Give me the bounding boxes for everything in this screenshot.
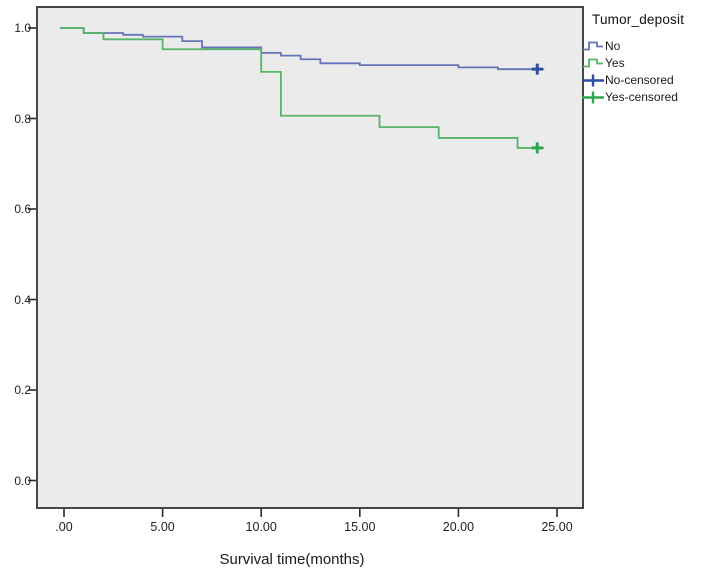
- plus-icon: [582, 91, 604, 103]
- legend: Tumor_deposit No Yes No-censored Yes-cen…: [582, 8, 715, 105]
- x-tick-label: .00: [55, 520, 73, 534]
- legend-item-label: Yes: [605, 55, 625, 70]
- y-tick-label: 0.4: [14, 292, 31, 307]
- legend-item-yes: Yes: [582, 54, 715, 71]
- survival-curve-yes: [60, 27, 545, 149]
- legend-item-label: No: [605, 38, 621, 53]
- x-tick-label: 15.00: [344, 520, 376, 534]
- legend-title: Tumor_deposit: [592, 12, 685, 27]
- legend-item-no-censored: No-censored: [582, 71, 715, 88]
- y-tick-label: 0.0: [14, 473, 31, 488]
- step-line-icon: [583, 41, 603, 50]
- x-tick-label: 25.00: [541, 520, 573, 534]
- y-tick-label: 0.8: [14, 111, 31, 126]
- legend-item-label: Yes-censored: [605, 89, 678, 104]
- y-tick-label: 0.6: [14, 202, 31, 216]
- step-line-icon: [583, 58, 603, 67]
- x-tick-label: 20.00: [442, 520, 475, 534]
- legend-item-label: No-censored: [605, 72, 674, 87]
- x-axis-title: Survival time(months): [219, 551, 365, 568]
- plot-area: [36, 6, 584, 509]
- survival-curve-no: [60, 27, 545, 71]
- legend-item-yes-censored: Yes-censored: [582, 88, 715, 105]
- y-tick-label: 0.2: [14, 383, 31, 397]
- x-tick-label: 10.00: [245, 520, 277, 534]
- x-tick-label: 5.00: [150, 520, 175, 534]
- y-tick-label: 1.0: [14, 21, 31, 35]
- censor-mark-yes: [531, 142, 543, 154]
- plus-icon: [582, 74, 604, 86]
- legend-item-no: No: [582, 37, 715, 54]
- censor-mark-no: [531, 63, 543, 75]
